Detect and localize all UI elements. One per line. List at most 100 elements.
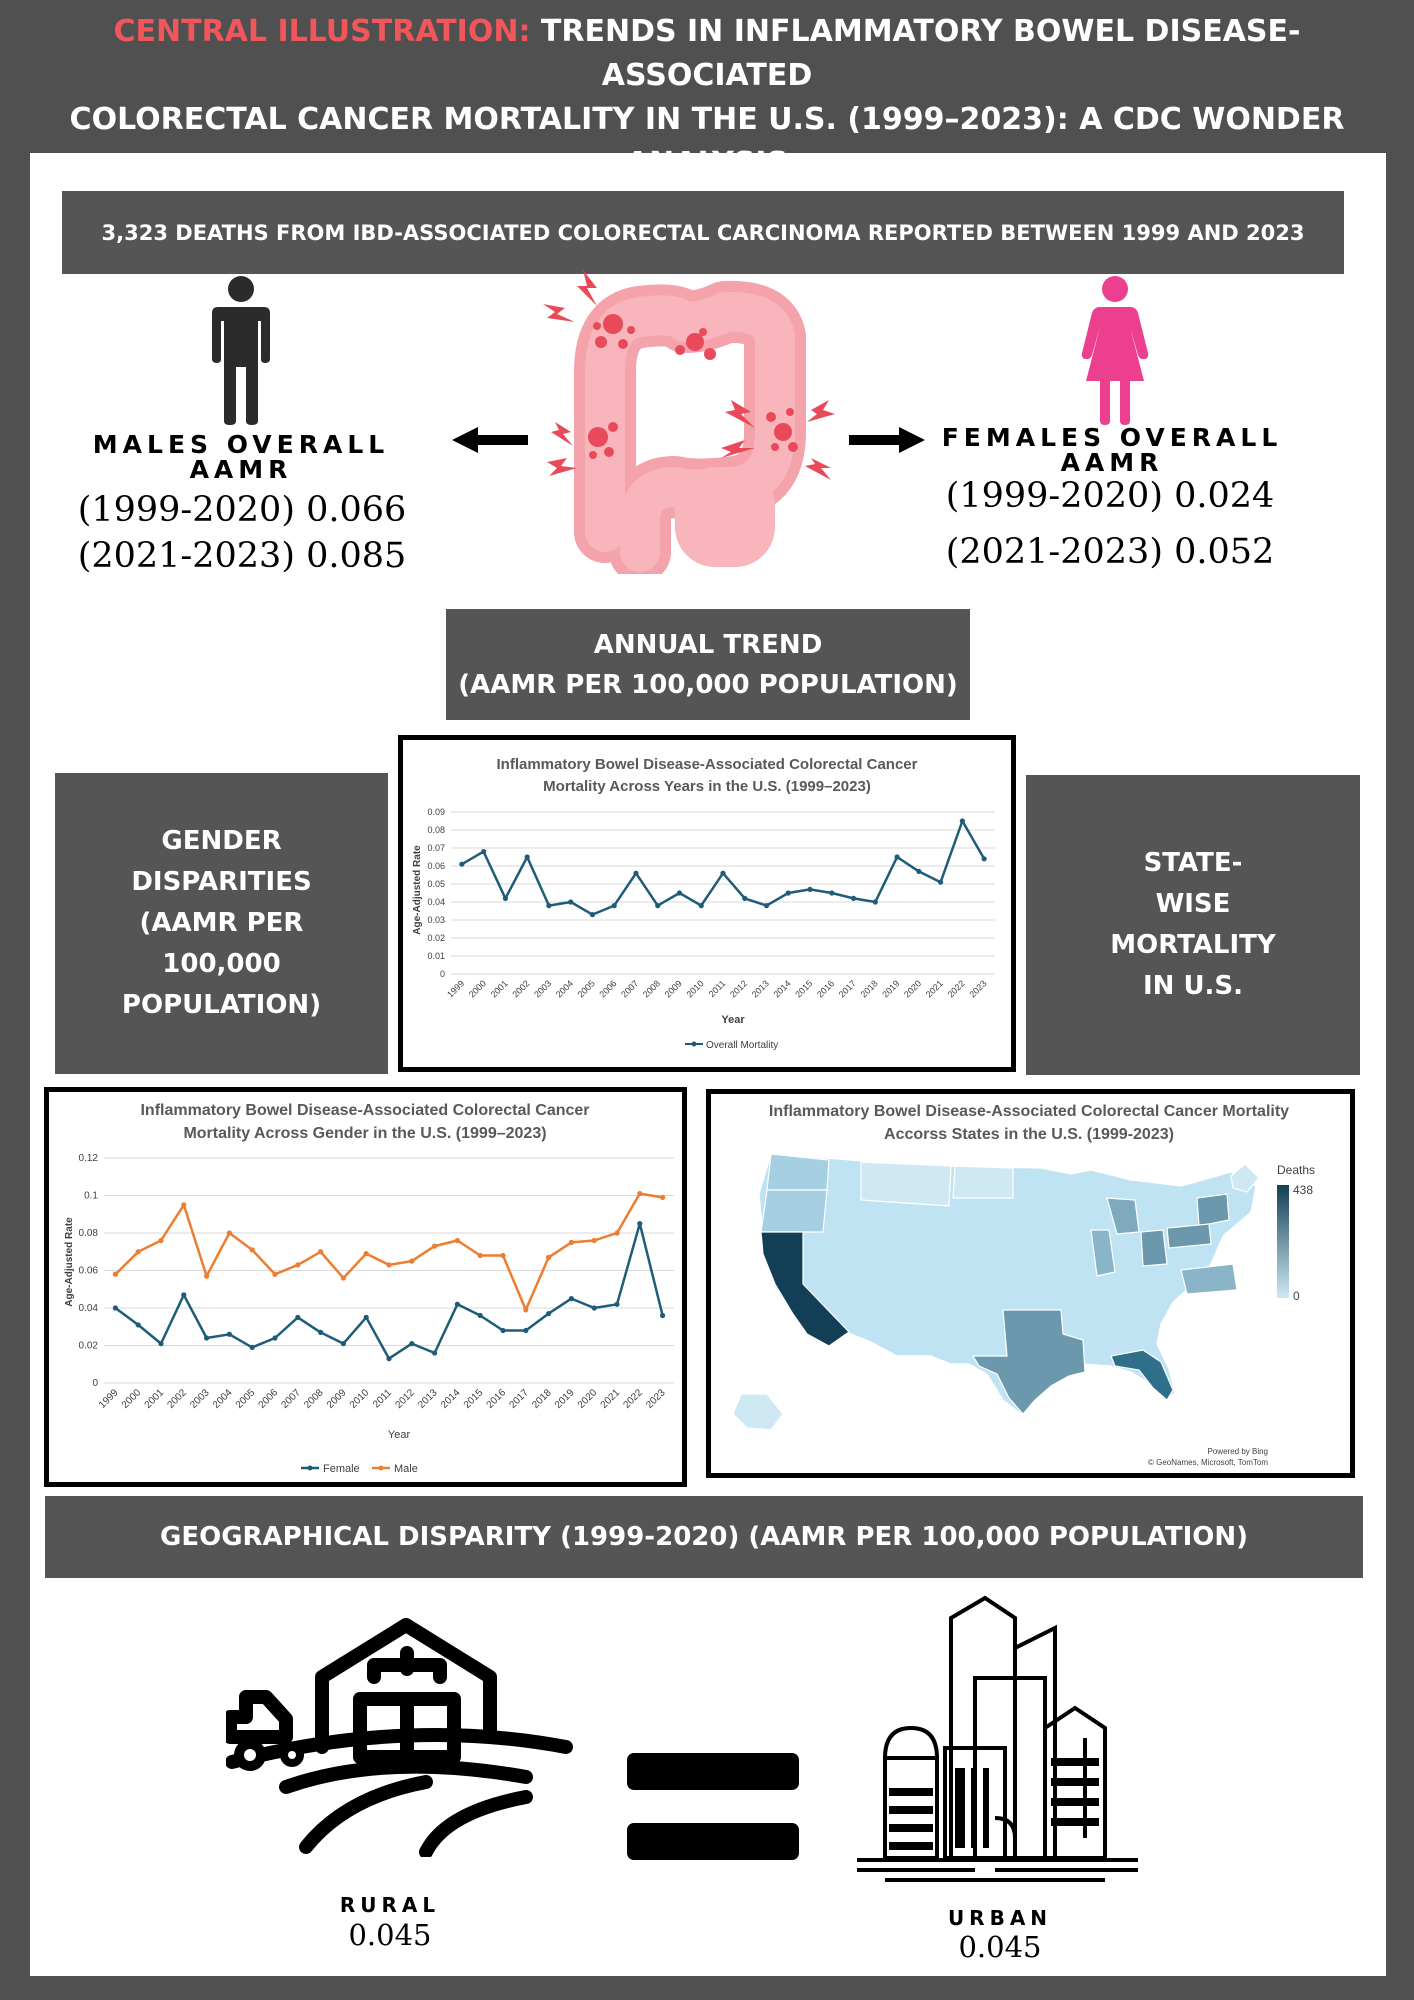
x-tick-label: 2012 <box>728 978 749 999</box>
annual-trend-line2: (AAMR PER 100,000 POPULATION) <box>458 669 958 700</box>
gender-band-line4: 100,000 <box>162 949 281 979</box>
data-point <box>655 903 661 909</box>
state-band-line4: IN U.S. <box>1142 971 1244 1001</box>
females-values: (1999-2020) 0.024 (2021-2023) 0.052 <box>930 478 1290 570</box>
y-tick-label: 0.07 <box>427 843 445 853</box>
data-point <box>502 895 508 901</box>
data-point <box>340 1341 346 1347</box>
data-point <box>454 1301 460 1307</box>
x-axis-label: Year <box>388 1429 411 1441</box>
data-point <box>546 903 552 909</box>
data-point <box>409 1341 415 1347</box>
data-point <box>611 903 617 909</box>
data-point <box>386 1356 392 1362</box>
x-tick-label: 2011 <box>707 978 728 999</box>
rural-value: 0.045 <box>348 1918 432 1952</box>
data-point <box>660 1312 666 1319</box>
data-point <box>698 903 704 909</box>
x-tick-label: 2009 <box>663 978 684 999</box>
city-skyline-icon <box>857 1595 1138 1882</box>
data-point <box>112 1271 118 1277</box>
state-mortality-banner: STATE- WISE MORTALITY IN U.S. <box>1026 775 1360 1075</box>
map-credit-bing: Powered by Bing <box>1208 1447 1268 1456</box>
gender-mortality-chart: Inflammatory Bowel Disease-Associated Co… <box>64 1102 674 1475</box>
data-point <box>500 1327 506 1334</box>
data-point <box>742 895 748 901</box>
state-texas <box>971 1309 1086 1415</box>
data-point <box>249 1247 255 1253</box>
y-tick-label: 0.02 <box>79 1341 99 1352</box>
state-california <box>760 1231 850 1347</box>
data-point <box>523 1307 529 1313</box>
map-legend-max: 438 <box>1293 1183 1313 1197</box>
y-tick-label: 0 <box>92 1378 98 1389</box>
legend-label-overall: Overall Mortality <box>706 1040 778 1051</box>
x-tick-label: 2015 <box>793 978 814 999</box>
data-point <box>959 818 965 824</box>
map-credit-geonames: © GeoNames, Microsoft, TomTom <box>1148 1458 1268 1467</box>
state-band-line3: MORTALITY <box>1110 930 1276 960</box>
x-tick-label: 1999 <box>97 1387 121 1411</box>
state-northcarolina <box>1180 1263 1238 1295</box>
x-tick-label: 2004 <box>554 978 575 999</box>
geographical-disparity-banner: GEOGRAPHICAL DISPARITY (1999-2020) (AAMR… <box>45 1496 1363 1578</box>
data-point <box>477 1312 483 1319</box>
males-value-1: (1999-2020) 0.066 <box>77 490 407 530</box>
data-point <box>409 1258 415 1264</box>
females-label-line1: FEMALES OVERALL <box>941 423 1283 452</box>
data-point <box>459 861 465 867</box>
x-tick-label: 2019 <box>553 1387 577 1411</box>
data-point <box>158 1341 164 1347</box>
x-tick-label: 2013 <box>416 1387 440 1411</box>
y-axis-label: Age-Adjusted Rate <box>64 1217 75 1307</box>
data-point <box>637 1191 643 1197</box>
barn-icon <box>226 1618 573 1857</box>
map-legend-title: Deaths <box>1277 1163 1315 1177</box>
x-tick-label: 2003 <box>188 1387 212 1411</box>
data-point <box>807 886 813 892</box>
male-icon <box>212 276 270 425</box>
x-tick-label: 2011 <box>371 1387 394 1410</box>
annual-trend-line1: ANNUAL TREND <box>593 629 823 660</box>
x-tick-label: 2009 <box>325 1387 349 1411</box>
data-point <box>226 1331 232 1337</box>
data-point <box>204 1273 210 1279</box>
y-tick-label: 0.08 <box>79 1228 99 1239</box>
x-tick-label: 2010 <box>348 1387 372 1411</box>
data-point <box>591 1237 597 1244</box>
data-point <box>318 1249 324 1255</box>
title-line1: TRENDS IN INFLAMMATORY BOWEL DISEASE-ASS… <box>540 14 1301 93</box>
gender-band-line2: DISPARITIES <box>131 867 312 897</box>
y-tick-label: 0.04 <box>427 897 445 907</box>
y-tick-label: 0 <box>440 969 445 979</box>
equals-bar-top <box>627 1753 799 1790</box>
x-tick-label: 2004 <box>211 1387 235 1411</box>
x-tick-label: 2006 <box>597 978 618 999</box>
data-point <box>916 868 922 874</box>
x-tick-label: 2008 <box>641 978 662 999</box>
x-tick-label: 2022 <box>621 1387 645 1411</box>
female-icon <box>1081 276 1149 425</box>
x-tick-label: 2010 <box>684 978 705 999</box>
x-axis-label: Year <box>721 1014 745 1026</box>
x-tick-label: 2001 <box>143 1387 167 1411</box>
x-tick-label: 2018 <box>858 978 879 999</box>
x-tick-label: 2014 <box>771 978 792 999</box>
state-montana <box>860 1161 952 1207</box>
y-tick-label: 0.12 <box>79 1153 99 1164</box>
data-point <box>660 1194 666 1200</box>
state-michigan <box>1106 1197 1140 1235</box>
state-band-line1: STATE- <box>1143 848 1243 878</box>
state-washington <box>766 1153 830 1191</box>
data-point <box>249 1344 255 1350</box>
title-highlight: CENTRAL ILLUSTRATION: <box>113 14 531 49</box>
plot-area: 0 0.01 0.02 0.03 0.04 0.05 0.06 0.07 0.08 0.09 199… <box>427 807 995 1000</box>
legend-label-male: Male <box>394 1463 418 1475</box>
y-axis-label: Age-Adjusted Rate <box>412 845 423 935</box>
y-tick-label: 0.09 <box>427 807 445 817</box>
y-tick-label: 0.05 <box>427 879 445 889</box>
x-tick-label: 2017 <box>507 1387 531 1411</box>
x-tick-label: 2000 <box>467 978 488 999</box>
y-tick-label: 0.03 <box>427 915 445 925</box>
data-point <box>204 1335 210 1341</box>
